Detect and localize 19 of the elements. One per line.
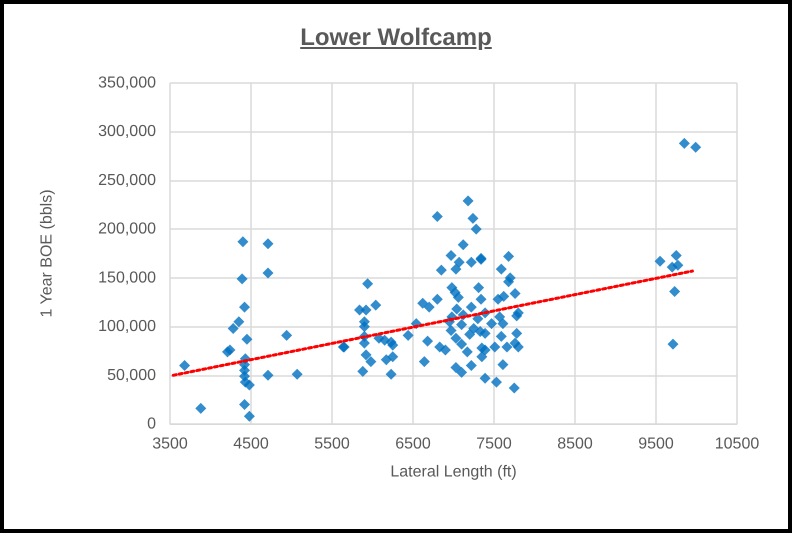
y-tick-label: 250,000 xyxy=(98,172,156,189)
x-tick-label: 3500 xyxy=(152,436,188,452)
y-tick-label: 50,000 xyxy=(107,366,156,384)
y-tick-label: 0 xyxy=(147,416,156,432)
y-tick-label: 350,000 xyxy=(98,74,156,92)
x-tick-label: 7500 xyxy=(476,436,512,452)
chart-title: Lower Wolfcamp xyxy=(299,24,493,52)
y-tick-label: 200,000 xyxy=(98,220,156,238)
x-tick-label: 10500 xyxy=(714,436,760,452)
x-tick-label: 4500 xyxy=(233,436,269,452)
y-tick-label: 300,000 xyxy=(98,123,156,140)
y-tick-label: 150,000 xyxy=(98,269,156,286)
x-axis-title: Lateral Length (ft) xyxy=(390,464,517,480)
x-tick-label: 9500 xyxy=(638,436,674,452)
x-tick-label: 5500 xyxy=(314,436,350,452)
x-tick-label: 6500 xyxy=(395,436,431,452)
x-tick-label: 8500 xyxy=(557,436,593,452)
y-tick-label: 100,000 xyxy=(98,318,156,336)
y-axis-title: 1 Year BOE (bbls) xyxy=(38,189,56,318)
